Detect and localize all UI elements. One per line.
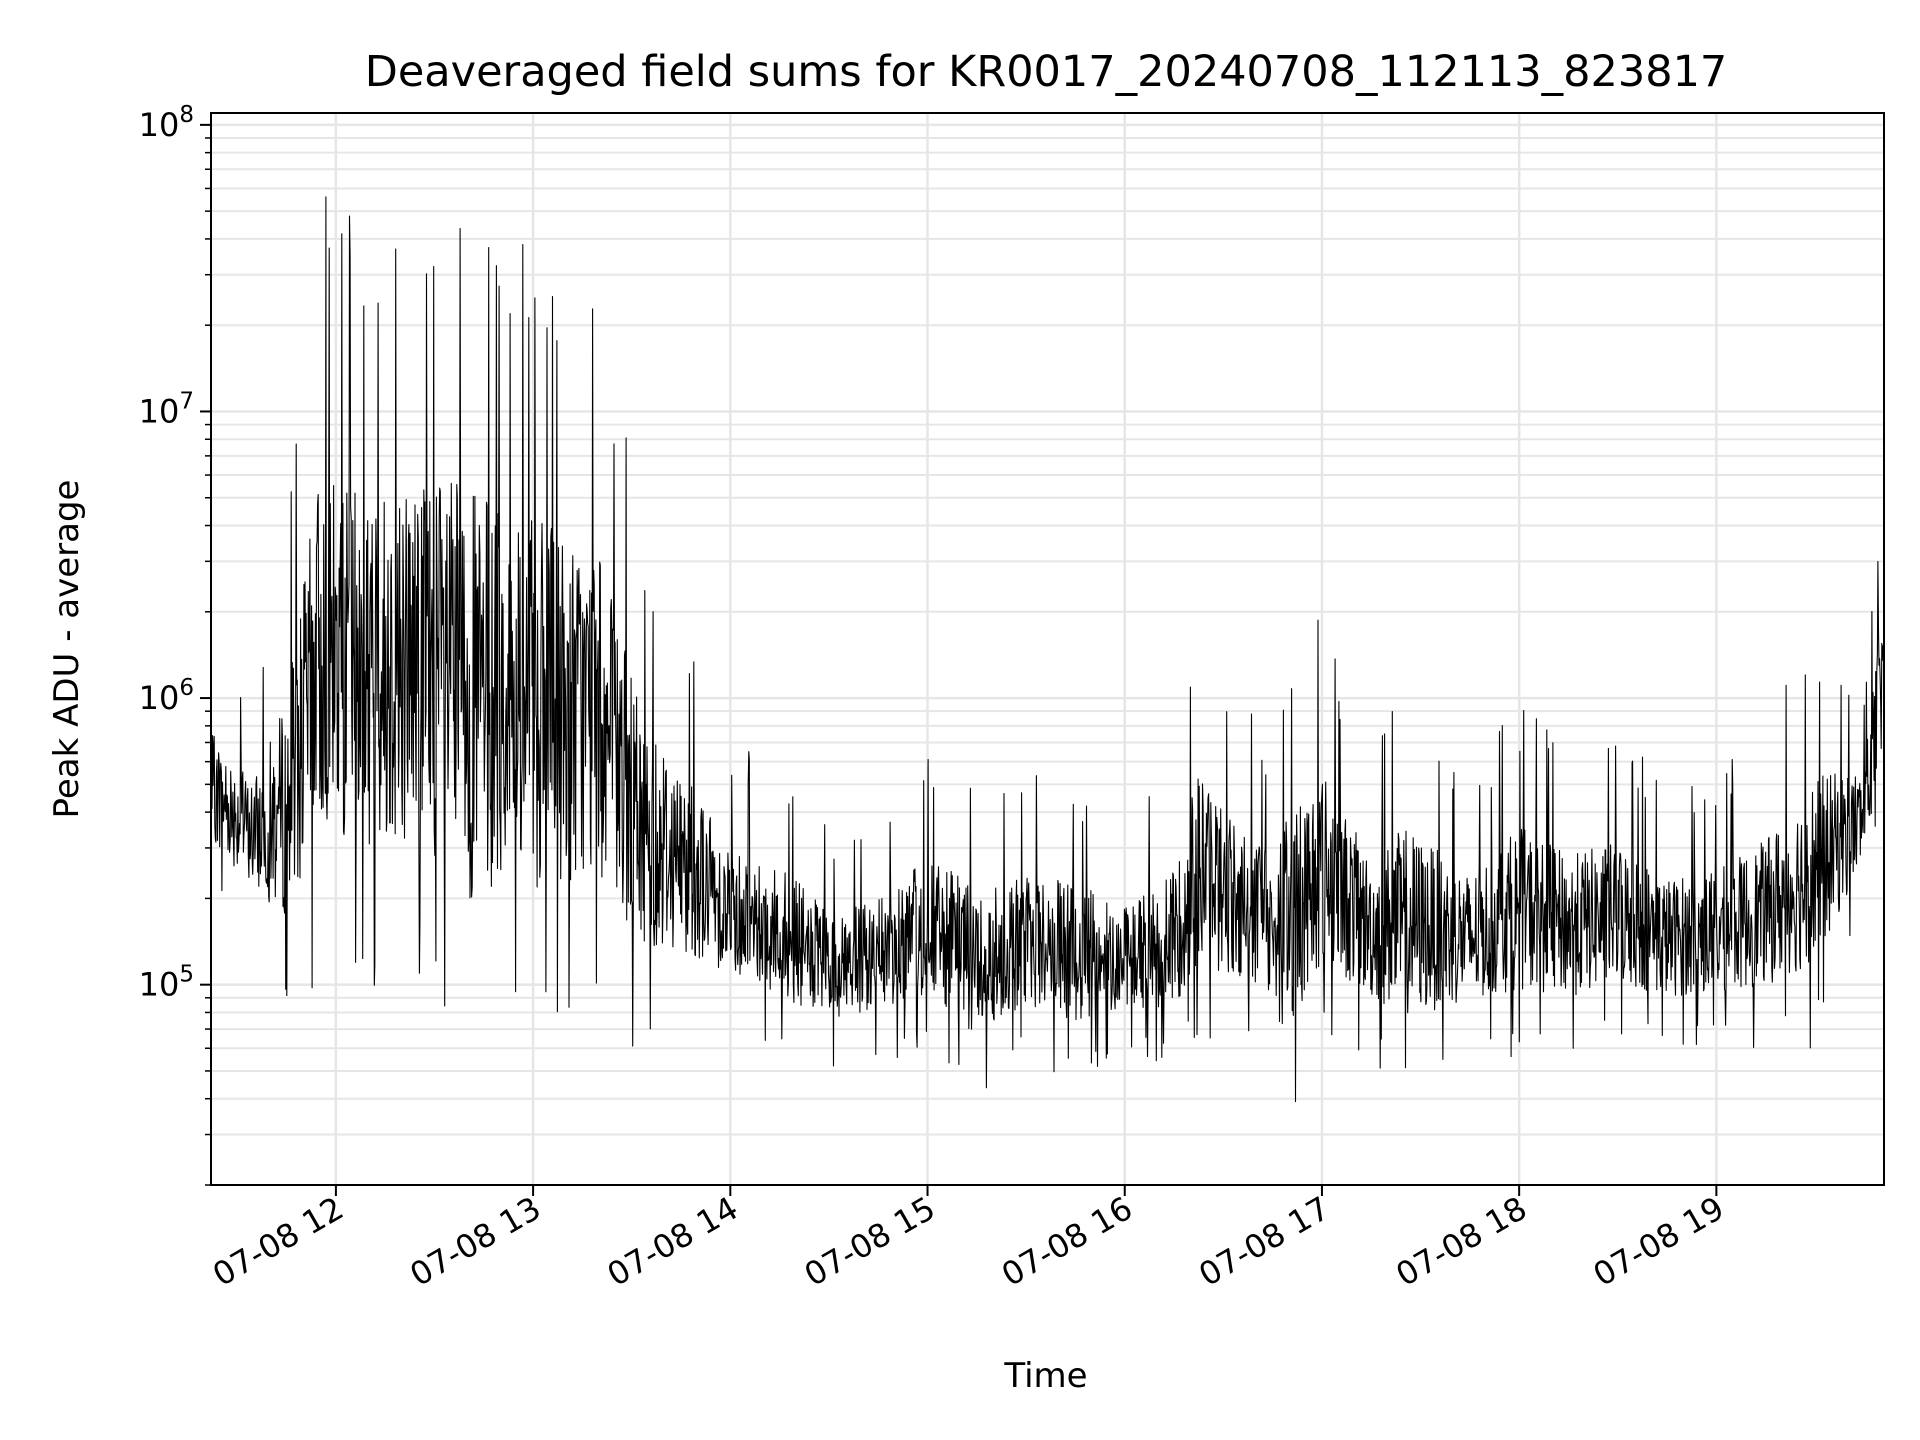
y-tick-label: 108 xyxy=(139,102,194,144)
y-tick-label-base: 10 xyxy=(139,966,180,1004)
x-axis-label: Time xyxy=(1003,1356,1087,1396)
plot-frame xyxy=(210,112,1885,1186)
y-axis-label: Peak ADU - average xyxy=(47,480,87,819)
y-tick-label-base: 10 xyxy=(139,106,180,144)
y-tick-label-exponent: 8 xyxy=(179,102,194,128)
y-tick-label-base: 10 xyxy=(139,392,180,430)
y-tick-label: 107 xyxy=(139,388,194,430)
series-layer xyxy=(211,196,1884,1103)
y-tick-label: 105 xyxy=(139,962,194,1004)
series-line xyxy=(211,196,1884,1103)
grid xyxy=(211,113,1884,1186)
chart-title: Deaveraged field sums for KR0017_2024070… xyxy=(365,47,1728,97)
y-tick-label-base: 10 xyxy=(139,679,180,717)
y-tick-label-exponent: 7 xyxy=(179,388,194,414)
y-tick-label: 106 xyxy=(139,675,194,717)
y-tick-label-exponent: 5 xyxy=(179,962,194,988)
y-tick-label-exponent: 6 xyxy=(179,675,194,701)
